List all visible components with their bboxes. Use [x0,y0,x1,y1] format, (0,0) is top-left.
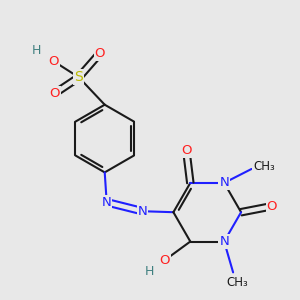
Text: O: O [50,87,60,100]
Text: S: S [74,70,83,84]
Text: O: O [267,200,277,213]
Text: O: O [94,47,105,60]
Text: N: N [219,235,229,248]
Text: O: O [159,254,170,267]
Text: N: N [219,176,229,189]
Text: H: H [145,265,154,278]
Text: CH₃: CH₃ [226,276,248,289]
Text: CH₃: CH₃ [253,160,275,173]
Text: H: H [32,44,41,57]
Text: O: O [49,55,59,68]
Text: N: N [138,205,147,218]
Text: N: N [102,196,112,209]
Text: O: O [181,144,192,157]
